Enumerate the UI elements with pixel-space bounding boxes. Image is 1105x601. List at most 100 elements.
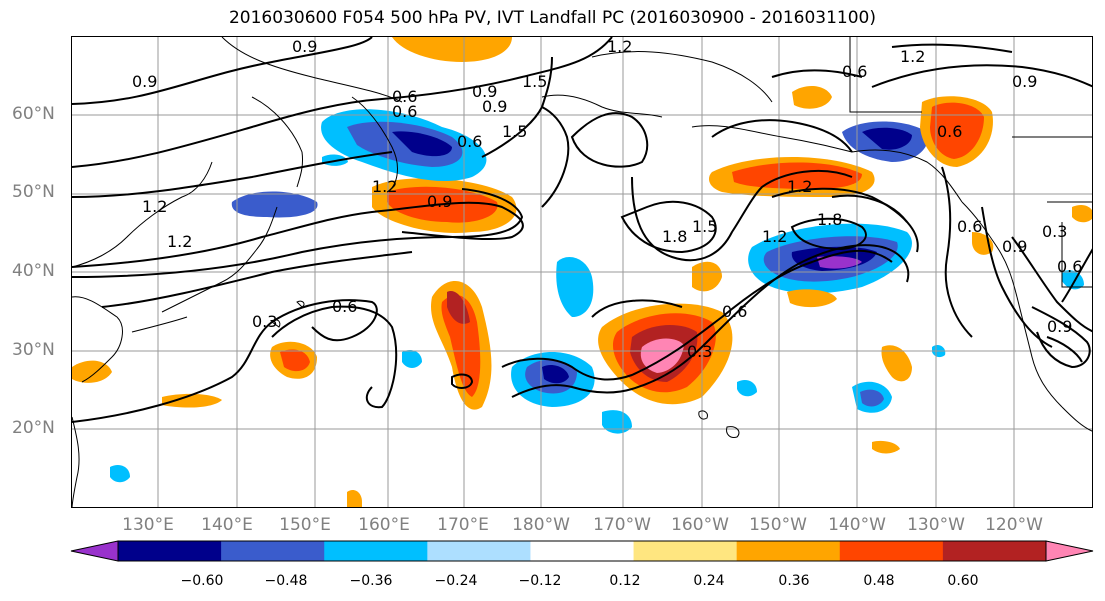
colorbar-tick: 0.36 xyxy=(778,573,810,589)
contour-label: 1.2 xyxy=(607,37,632,56)
negative-anomaly-region xyxy=(72,360,112,383)
contour-labels: 0.9 1.2 0.9 0.6 1.2 0.9 1.5 0.6 1.2 0.9 … xyxy=(132,37,1082,361)
lon-label: 170°W xyxy=(593,515,651,535)
colorbar-tick: −0.60 xyxy=(180,573,224,589)
contour-label: 0.9 xyxy=(472,82,497,101)
colorbar-cell xyxy=(942,541,1047,561)
lon-label: 130°W xyxy=(907,515,965,535)
contour-label: 1.2 xyxy=(167,232,192,251)
colorbar-extend-low xyxy=(70,540,119,562)
colorbar-tick: −0.24 xyxy=(434,573,478,589)
negative-anomaly-region xyxy=(602,410,632,434)
positive-anomaly-region xyxy=(787,289,837,308)
negative-anomaly-region xyxy=(231,191,318,218)
positive-anomaly-region xyxy=(881,345,912,382)
negative-anomaly-region xyxy=(110,465,130,483)
negative-anomaly-region xyxy=(556,257,594,317)
negative-anomaly-region xyxy=(862,127,912,150)
positive-anomaly-region xyxy=(732,162,862,189)
negative-anomaly-region xyxy=(737,380,757,397)
contour-label: 0.6 xyxy=(957,217,982,236)
colorbar-tick: 0.12 xyxy=(609,573,641,589)
contour-label: 1.2 xyxy=(142,197,167,216)
contour-label: 0.6 xyxy=(332,297,357,316)
lat-label: 40°N xyxy=(12,261,55,281)
contour-label: 0.3 xyxy=(687,342,712,361)
colorbar-cell xyxy=(118,541,222,561)
positive-anomaly-region xyxy=(930,102,984,159)
contour-label: 0.3 xyxy=(252,312,277,331)
lon-label: 160°W xyxy=(671,515,729,535)
contour-label: 0.6 xyxy=(937,122,962,141)
contour-label: 0.9 xyxy=(1047,317,1072,336)
contour-label: 0.9 xyxy=(132,72,157,91)
colorbar-tick: −0.48 xyxy=(264,573,308,589)
pv-contours xyxy=(72,37,1092,423)
colorbar-cell xyxy=(633,541,738,561)
colorbar xyxy=(70,540,1094,562)
colorbar-tick: 0.48 xyxy=(863,573,895,589)
map-panel: 0.9 1.2 0.9 0.6 1.2 0.9 1.5 0.6 1.2 0.9 … xyxy=(71,36,1093,508)
contour-label: 1.2 xyxy=(787,177,812,196)
lon-label: 160°E xyxy=(358,515,410,535)
positive-anomaly-region xyxy=(692,261,722,292)
positive-anomaly-region xyxy=(792,85,832,109)
lat-label: 60°N xyxy=(12,104,55,124)
contour-label: 1.8 xyxy=(662,227,687,246)
negative-anomaly-region xyxy=(402,350,422,368)
contour-label: 0.9 xyxy=(427,192,452,211)
lon-label: 150°E xyxy=(279,515,331,535)
lon-label: 120°W xyxy=(985,515,1043,535)
negative-anomaly-region xyxy=(860,389,884,407)
contour-label: 1.2 xyxy=(372,177,397,196)
lon-label: 130°E xyxy=(122,515,174,535)
positive-anomaly-region xyxy=(1072,205,1092,223)
contour-label: 0.6 xyxy=(457,132,482,151)
colorbar-cell xyxy=(839,541,944,561)
colorbar-cell xyxy=(324,541,428,561)
contour-label: 1.5 xyxy=(502,122,527,141)
contour-label: 0.6 xyxy=(842,62,867,81)
lat-label: 50°N xyxy=(12,182,55,202)
contour-label: 0.3 xyxy=(1042,222,1067,241)
contour-label: 0.9 xyxy=(1002,237,1027,256)
contour-label: 0.6 xyxy=(392,87,417,106)
contour-label: 1.5 xyxy=(522,72,547,91)
colorbar-outline xyxy=(117,540,1047,562)
positive-anomaly-region xyxy=(162,393,222,408)
colorbar-cell xyxy=(736,541,841,561)
positive-anomaly-region xyxy=(347,490,362,507)
positive-anomaly-region xyxy=(872,440,900,454)
colorbar-tick: 0.24 xyxy=(693,573,725,589)
positive-anomaly-region xyxy=(392,37,512,62)
contour-label: 1.8 xyxy=(817,210,842,229)
lat-label: 20°N xyxy=(12,418,55,438)
colorbar-cells xyxy=(70,540,1094,562)
contour-label: 1.2 xyxy=(762,227,787,246)
contour-label: 0.6 xyxy=(1057,257,1082,276)
lon-label: 150°W xyxy=(749,515,807,535)
contour-label: 0.6 xyxy=(722,302,747,321)
lon-label: 140°E xyxy=(201,515,253,535)
lon-label: 170°E xyxy=(437,515,489,535)
contour-label: 0.9 xyxy=(292,37,317,56)
positive-anomaly-region xyxy=(280,349,310,372)
colorbar-tick: −0.12 xyxy=(518,573,562,589)
colorbar-cell xyxy=(530,541,635,561)
colorbar-cell xyxy=(427,541,531,561)
positive-anomaly-region xyxy=(441,294,481,397)
coastlines xyxy=(72,37,1092,507)
colorbar-cell xyxy=(221,541,325,561)
colorbar-extend-high xyxy=(1045,540,1094,562)
colorbar-tick: 0.60 xyxy=(947,573,979,589)
contour-label: 1.2 xyxy=(900,47,925,66)
map-title: 2016030600 F054 500 hPa PV, IVT Landfall… xyxy=(228,8,876,28)
colorbar-tick: −0.36 xyxy=(349,573,393,589)
contour-label: 1.5 xyxy=(692,217,717,236)
lat-label: 30°N xyxy=(12,340,55,360)
negative-anomaly-region xyxy=(817,256,862,269)
contour-label: 0.6 xyxy=(392,102,417,121)
lon-label: 140°W xyxy=(828,515,886,535)
negative-anomaly-region xyxy=(542,365,569,384)
negative-anomaly-region xyxy=(392,131,452,157)
